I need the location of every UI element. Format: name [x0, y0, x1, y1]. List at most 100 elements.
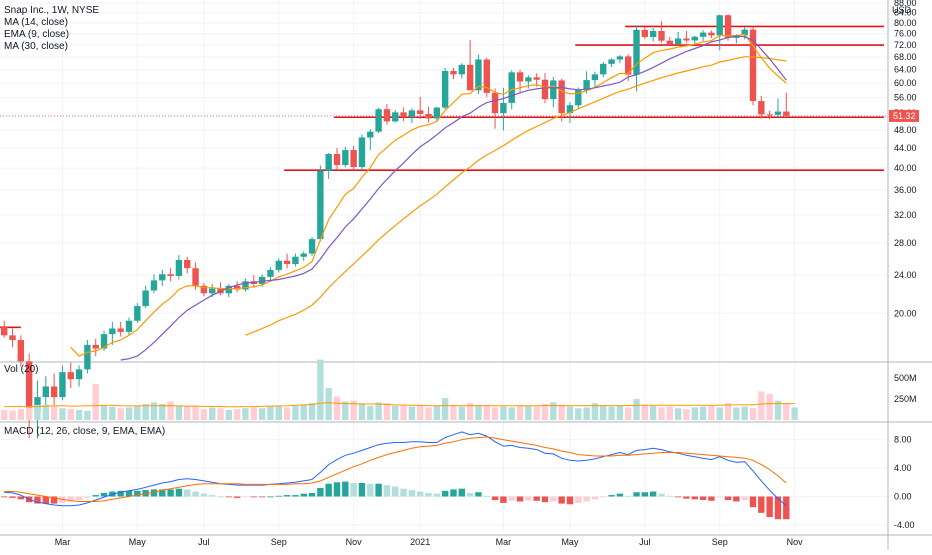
price-tick-label: 76.00 — [894, 29, 917, 39]
macd-histogram-bar — [209, 495, 216, 497]
candle-body — [550, 80, 557, 100]
volume-bar — [433, 405, 441, 420]
volume-bar — [134, 405, 141, 420]
macd-histogram-bar — [758, 496, 765, 513]
macd-histogram-bar — [649, 491, 657, 497]
macd-histogram-bar — [550, 496, 557, 502]
candle-body — [525, 77, 532, 82]
macd-histogram-bar — [300, 493, 307, 497]
candle-body — [683, 38, 690, 41]
legend-ema9[interactable]: EMA (9, close) — [4, 29, 69, 40]
volume-bar — [558, 404, 565, 420]
volume-bar — [267, 406, 274, 420]
candle-body — [783, 111, 790, 116]
macd-histogram-bar — [358, 483, 366, 497]
volume-bar — [250, 407, 257, 420]
price-tick-label: 72.00 — [894, 40, 917, 50]
macd-pane — [1, 431, 790, 520]
volume-bar — [566, 406, 574, 420]
candle-body — [100, 334, 108, 349]
volume-bar — [541, 404, 549, 420]
candle-body — [267, 269, 274, 277]
candle-body — [308, 239, 316, 254]
macd-histogram-bar — [17, 496, 25, 500]
candle-body — [109, 328, 116, 335]
macd-histogram-bar — [175, 488, 183, 497]
candle-body — [508, 72, 515, 103]
price-tick-label: 36.00 — [894, 185, 917, 195]
candle-body — [633, 29, 640, 75]
macd-histogram-bar — [125, 490, 133, 497]
time-tick-label: Mar — [496, 537, 512, 547]
volume-bar — [150, 402, 158, 420]
macd-histogram-bar — [608, 495, 615, 497]
volume-bar — [525, 405, 532, 420]
macd-histogram-bar — [691, 496, 698, 500]
macd-histogram-bar — [217, 496, 224, 498]
candle-body — [59, 372, 66, 398]
candle-body — [134, 306, 141, 321]
price-tick-label: 64.00 — [894, 65, 917, 75]
candle-body — [42, 386, 49, 398]
moving-average-lines — [70, 33, 787, 361]
macd-histogram-bar — [367, 483, 374, 497]
candle-body — [92, 344, 99, 349]
volume-bar — [92, 383, 99, 420]
macd-histogram-bar — [508, 496, 515, 501]
volume-bar — [583, 407, 590, 420]
ma14-line — [120, 35, 787, 361]
candle-body — [225, 285, 233, 294]
legend-volume[interactable]: Vol (20) — [4, 364, 38, 375]
candle-body — [34, 397, 41, 412]
candle-body — [716, 15, 723, 36]
volume-bar — [699, 406, 707, 420]
macd-histogram-bar — [441, 490, 449, 497]
candle-body — [708, 32, 715, 36]
legend-macd[interactable]: MACD (12, 26, close, 9, EMA, EMA) — [4, 426, 165, 437]
macd-histogram-bar — [491, 496, 499, 501]
volume-bar — [400, 404, 407, 420]
candle-body — [516, 72, 524, 82]
macd-histogram-bar — [50, 496, 58, 504]
macd-tick-label: 4.00 — [894, 463, 912, 473]
signal-line — [4, 436, 787, 502]
volume-bar — [342, 401, 349, 420]
macd-histogram-bar — [541, 496, 549, 503]
candle-body — [159, 274, 166, 281]
volume-bar — [283, 407, 291, 420]
volume-tick-label: 500M — [894, 373, 917, 383]
macd-histogram-bar — [333, 482, 341, 497]
candle-body — [342, 150, 349, 165]
volume-bar — [200, 409, 208, 420]
volume-bar — [724, 403, 732, 420]
candle-body — [275, 260, 282, 270]
legend-ma30[interactable]: MA (30, close) — [4, 41, 68, 52]
candle-body — [691, 36, 698, 41]
volume-bar — [674, 408, 682, 420]
candle-body — [233, 285, 241, 290]
macd-histogram-bar — [67, 496, 74, 502]
price-tick-label: 44.00 — [894, 143, 917, 153]
macd-histogram-bar — [749, 496, 757, 508]
price-tick-label: 68.00 — [894, 52, 917, 62]
legend-ma14[interactable]: MA (14, close) — [4, 17, 68, 28]
price-tick-label: 80.00 — [894, 18, 917, 28]
volume-bar — [741, 406, 748, 420]
candle-body — [475, 59, 482, 91]
candle-body — [466, 64, 474, 91]
candle-body — [575, 90, 582, 106]
candle-body — [483, 59, 490, 93]
candle-body — [774, 111, 782, 115]
macd-histogram-bar — [533, 496, 540, 501]
volume-bar — [17, 409, 25, 420]
macd-histogram-bar — [383, 485, 391, 497]
candle-body — [616, 56, 624, 60]
candle-body — [150, 280, 158, 291]
volume-bar — [25, 407, 33, 420]
volume-bar — [749, 408, 757, 420]
price-tick-label: 48.00 — [894, 125, 917, 135]
time-tick-label: Sep — [271, 537, 287, 547]
